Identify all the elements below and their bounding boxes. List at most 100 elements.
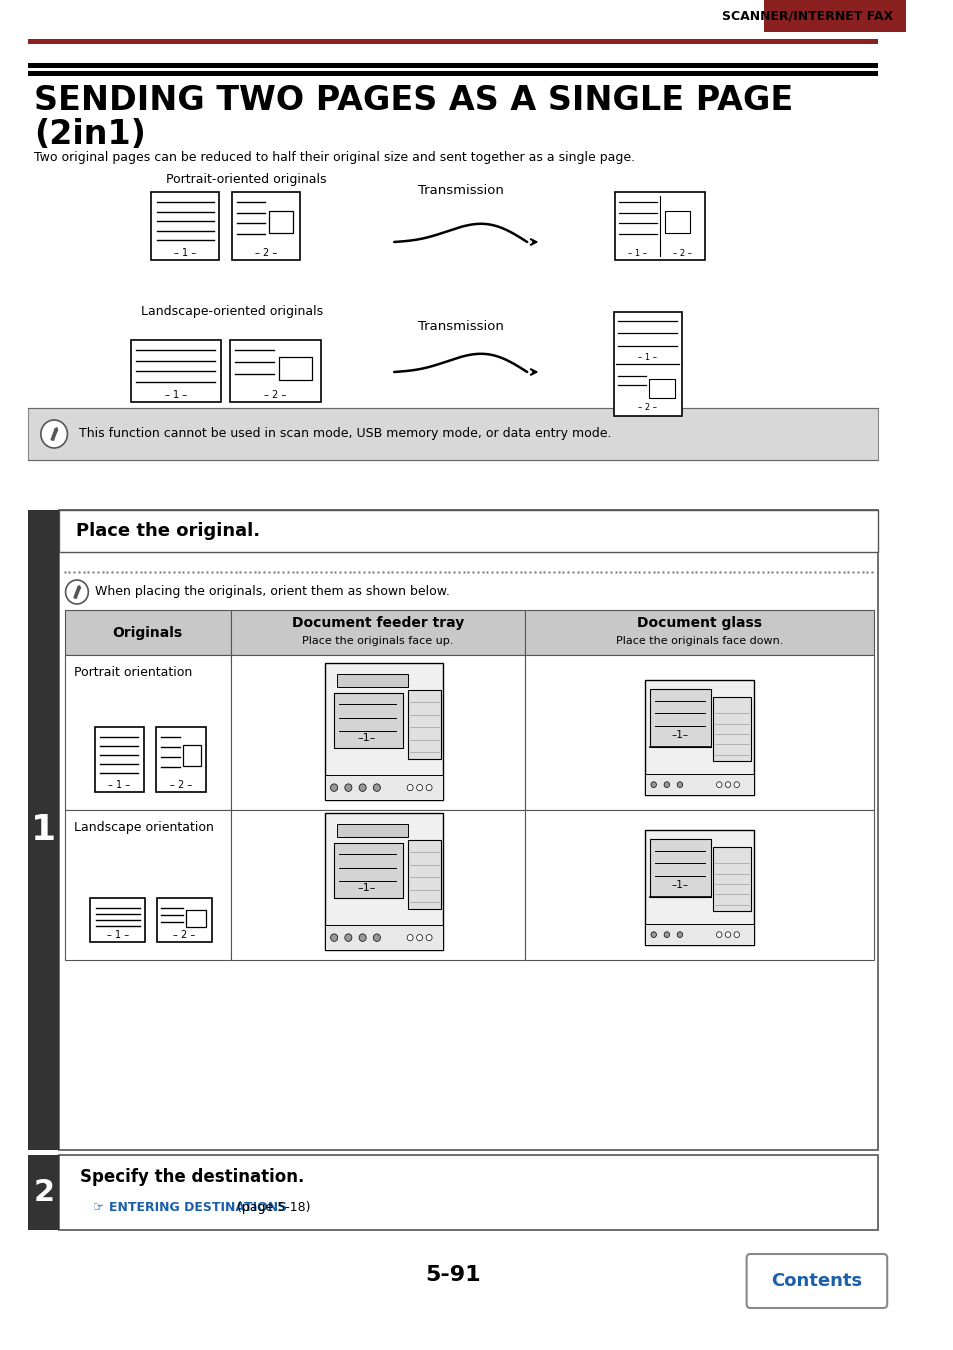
Bar	[29, 510, 59, 1150]
Circle shape	[331, 934, 337, 941]
Circle shape	[733, 931, 739, 937]
Bar	[336, 674, 407, 687]
Circle shape	[407, 934, 413, 941]
Text: Originals: Originals	[112, 625, 183, 640]
Circle shape	[331, 784, 337, 791]
Bar	[324, 775, 443, 801]
Bar	[65, 655, 231, 810]
Circle shape	[373, 934, 380, 941]
Bar	[65, 810, 231, 960]
Text: Contents: Contents	[771, 1272, 862, 1291]
Circle shape	[426, 784, 432, 791]
Bar	[29, 39, 877, 45]
Bar	[644, 925, 754, 945]
Bar	[650, 690, 710, 747]
Text: –1–: –1–	[671, 880, 688, 890]
Text: Document feeder tray: Document feeder tray	[292, 616, 464, 629]
Text: – 2 –: – 2 –	[170, 780, 192, 790]
Bar	[334, 693, 402, 748]
Text: 2: 2	[33, 1179, 54, 1207]
Text: (2in1): (2in1)	[34, 117, 146, 150]
Bar	[231, 810, 525, 960]
Bar	[334, 842, 402, 898]
Bar	[65, 610, 231, 655]
Text: Landscape-oriented originals: Landscape-oriented originals	[140, 305, 322, 319]
Bar	[525, 610, 873, 655]
Bar	[151, 192, 219, 261]
Bar	[712, 848, 750, 910]
Circle shape	[716, 931, 721, 937]
Bar	[131, 340, 220, 402]
Bar	[29, 1156, 59, 1230]
Text: – 1 –: – 1 –	[109, 780, 131, 790]
FancyArrow shape	[74, 586, 80, 598]
Circle shape	[66, 580, 89, 603]
Bar	[230, 340, 320, 402]
Bar	[91, 898, 145, 942]
Circle shape	[416, 934, 422, 941]
Bar	[644, 830, 754, 945]
Text: –1–: –1–	[356, 883, 375, 894]
Text: – 2 –: – 2 –	[673, 250, 692, 258]
Bar	[712, 697, 750, 760]
Text: Place the originals face up.: Place the originals face up.	[302, 636, 454, 647]
FancyBboxPatch shape	[746, 1254, 886, 1308]
Circle shape	[358, 934, 366, 941]
Text: ☞: ☞	[93, 1202, 104, 1214]
Text: – 1 –: – 1 –	[174, 248, 196, 258]
Text: – 1 –: – 1 –	[638, 354, 657, 363]
Bar	[644, 775, 754, 795]
Bar	[324, 925, 443, 950]
Text: SCANNER/INTERNET FAX: SCANNER/INTERNET FAX	[721, 9, 892, 23]
Bar	[231, 655, 525, 810]
Bar	[156, 728, 206, 792]
Text: – 2 –: – 2 –	[173, 930, 195, 940]
Bar	[279, 356, 312, 381]
Text: – 1 –: – 1 –	[107, 930, 129, 940]
Bar	[664, 211, 689, 232]
Bar	[232, 192, 300, 261]
Bar	[407, 840, 440, 909]
Bar	[231, 610, 525, 655]
Circle shape	[650, 931, 656, 937]
Bar	[615, 192, 704, 261]
Bar	[648, 379, 675, 398]
Text: Landscape orientation: Landscape orientation	[74, 822, 213, 834]
Text: Document glass: Document glass	[637, 616, 761, 629]
Bar	[183, 745, 200, 765]
Bar	[156, 898, 212, 942]
Circle shape	[663, 931, 669, 937]
Text: – 1 –: – 1 –	[627, 250, 646, 258]
Text: When placing the originals, orient them as shown below.: When placing the originals, orient them …	[95, 586, 450, 598]
Text: 5-91: 5-91	[425, 1265, 480, 1285]
Text: 1: 1	[31, 813, 56, 846]
Bar	[613, 312, 681, 416]
Bar	[94, 728, 144, 792]
Text: –1–: –1–	[356, 733, 375, 743]
Bar	[59, 1156, 877, 1230]
Circle shape	[407, 784, 413, 791]
Bar	[59, 510, 877, 1150]
Bar	[324, 663, 443, 801]
Circle shape	[724, 931, 730, 937]
Text: Portrait-oriented originals: Portrait-oriented originals	[166, 174, 326, 186]
Circle shape	[373, 784, 380, 791]
Circle shape	[663, 782, 669, 787]
Text: – 2 –: – 2 –	[254, 248, 276, 258]
Circle shape	[426, 934, 432, 941]
Circle shape	[41, 420, 68, 448]
Circle shape	[358, 784, 366, 791]
Circle shape	[344, 934, 352, 941]
Circle shape	[344, 784, 352, 791]
Bar	[324, 813, 443, 950]
Bar	[29, 72, 877, 76]
Circle shape	[650, 782, 656, 787]
Text: ENTERING DESTINATIONS: ENTERING DESTINATIONS	[110, 1202, 287, 1214]
Text: Specify the destination.: Specify the destination.	[80, 1169, 304, 1187]
Bar	[407, 690, 440, 759]
Bar	[29, 408, 877, 460]
Text: Portrait orientation: Portrait orientation	[74, 667, 193, 679]
Text: SENDING TWO PAGES AS A SINGLE PAGE: SENDING TWO PAGES AS A SINGLE PAGE	[34, 84, 793, 116]
Circle shape	[677, 931, 682, 937]
Bar	[186, 910, 206, 926]
